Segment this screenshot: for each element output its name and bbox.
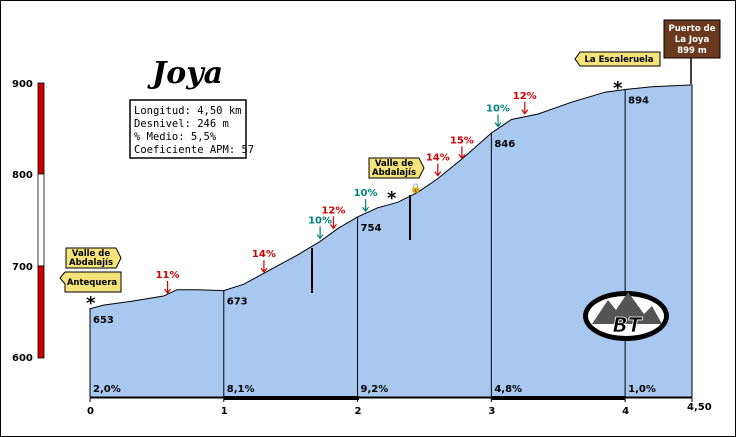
- km-gradient-0: 2,0%: [93, 384, 121, 395]
- summit-sign-line1: Puerto de: [669, 24, 716, 34]
- pass-asterisk: *: [387, 188, 397, 209]
- gradient-arrow-6: [458, 146, 466, 160]
- gradient-arrow-0: [164, 281, 172, 295]
- km-elevation-0: 653: [93, 315, 114, 326]
- km-gradient-2: 9,2%: [361, 384, 389, 395]
- profile-area: [89, 84, 693, 398]
- gradient-arrow-8: [521, 101, 529, 115]
- x-tick-label-2: 2: [355, 406, 362, 417]
- gradient-arrow-3: [329, 216, 337, 230]
- gradient-label-7: 10%: [486, 104, 510, 115]
- gradient-arrow-7: [494, 114, 502, 128]
- km-elevation-3: 846: [494, 139, 515, 150]
- gradient-label-5: 14%: [426, 153, 450, 164]
- bt-logo: BT: [583, 291, 669, 341]
- km-labels: 653 2,0% 673 8,1% 754 9,2% 846 4,8% 894 1,0%: [93, 95, 656, 395]
- scale-segment-white: [37, 173, 45, 267]
- info-climb: Desnivel: 246 m: [134, 118, 229, 130]
- gradient-labels: 11%14%10%12%10%14%15%10%12%: [156, 91, 537, 295]
- x-tick-label-0: 0: [87, 406, 94, 417]
- gradient-label-6: 15%: [450, 135, 474, 146]
- gradient-label-0: 11%: [156, 270, 180, 281]
- y-tick-700: 700: [12, 262, 33, 273]
- sign-valle-abdalajis-left: Valle de Abdalajís: [65, 247, 122, 269]
- y-tick-600: 600: [12, 353, 33, 364]
- x-tick-label-4: 4: [622, 406, 629, 417]
- x-axis-segment-3-4: [492, 396, 625, 400]
- gradient-arrow-4: [362, 199, 370, 213]
- gradient-label-8: 12%: [513, 91, 537, 102]
- gradient-arrow-5: [434, 163, 442, 177]
- km-gradient-3: 4,8%: [494, 384, 522, 395]
- info-box: [129, 99, 247, 159]
- sign-puerto-la-joya: Puerto de La Joya 899 m: [663, 19, 721, 84]
- sign-valle-left-line1: Valle de: [72, 249, 110, 259]
- chart-title: Joya: [147, 56, 223, 91]
- sign-valle-mid-line1: Valle de: [375, 159, 413, 169]
- km-lines: [223, 89, 626, 397]
- sign-valle-left-line2: Abdalajís: [69, 258, 113, 268]
- gradient-arrow-1: [260, 260, 268, 274]
- summit-sign-line2: La Joya: [675, 35, 710, 45]
- scale-segment-red-top: [37, 82, 45, 175]
- sign-escaleruela-label: La Escaleruela: [584, 55, 653, 65]
- x-tick-label-3: 3: [488, 406, 495, 417]
- sign-antequera: Antequera: [59, 271, 122, 293]
- km-gradient-1: 8,1%: [227, 384, 255, 395]
- x-axis-segment-1-2: [224, 396, 359, 400]
- sign-valle-mid-line2: Abdalajís: [372, 168, 416, 178]
- info-length: Longitud: 4,50 km: [134, 105, 241, 117]
- gradient-label-4: 10%: [354, 188, 378, 199]
- scale-segment-red-bottom: [37, 265, 45, 359]
- info-coefficient: Coeficiente APM: 57: [134, 144, 254, 156]
- x-tick-label-5: 4,50: [687, 402, 712, 413]
- km-elevation-2: 754: [361, 223, 382, 234]
- y-tick-800: 800: [12, 170, 33, 181]
- lock-icon: 🔒: [410, 183, 421, 194]
- sign-antequera-label: Antequera: [67, 278, 118, 288]
- sign-valle-abdalajis-mid: Valle de Abdalajís: [368, 157, 425, 179]
- elevation-scale-bar: [37, 82, 45, 359]
- gradient-label-2: 10%: [308, 215, 332, 226]
- km-elevation-4: 894: [628, 95, 649, 106]
- gradient-label-3: 12%: [321, 205, 345, 216]
- km-gradient-4: 1,0%: [628, 384, 656, 395]
- summit-asterisk: *: [613, 78, 623, 99]
- gradient-label-1: 14%: [252, 249, 276, 260]
- km-elevation-1: 673: [227, 297, 248, 308]
- x-ticks: 0 1 2 3 4 4,50: [87, 398, 712, 417]
- summit-sign-line3: 899 m: [677, 46, 707, 56]
- start-asterisk: *: [86, 293, 96, 314]
- info-average: % Medio: 5,5%: [134, 131, 217, 143]
- y-tick-900: 900: [12, 79, 33, 90]
- logo-text: BT: [613, 313, 643, 337]
- sign-la-escaleruela: La Escaleruela: [574, 51, 661, 67]
- x-tick-label-1: 1: [221, 406, 228, 417]
- gradient-arrow-2: [316, 226, 324, 240]
